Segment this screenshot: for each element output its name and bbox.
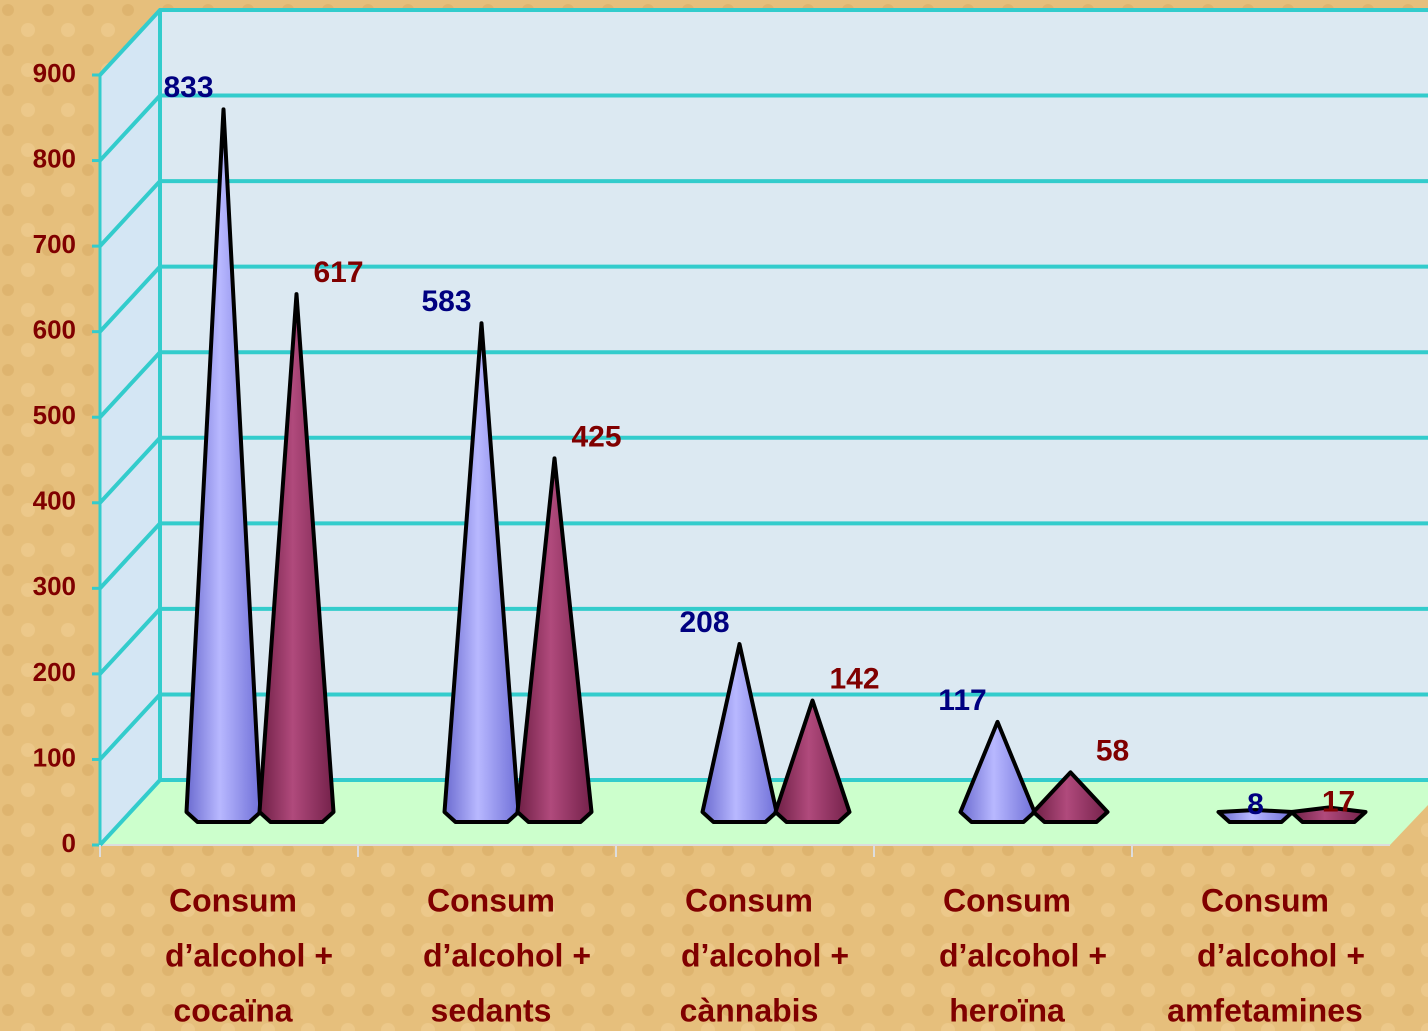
y-tick-label: 300 bbox=[33, 571, 76, 601]
y-tick-label: 600 bbox=[33, 315, 76, 345]
x-tick-label: d’alcohol + bbox=[1197, 937, 1365, 973]
cone bbox=[442, 321, 521, 824]
cone bbox=[700, 642, 779, 824]
cone bbox=[515, 456, 594, 824]
y-tick-label: 800 bbox=[33, 143, 76, 173]
back-wall bbox=[160, 12, 1428, 780]
y-tick-label: 700 bbox=[33, 229, 76, 259]
x-tick-label: cocaïna bbox=[173, 992, 292, 1028]
x-tick-label: amfetamines bbox=[1167, 992, 1363, 1028]
data-label: 617 bbox=[313, 256, 363, 289]
data-label: 425 bbox=[571, 420, 621, 453]
y-tick-label: 100 bbox=[33, 742, 76, 772]
cone bbox=[958, 719, 1037, 824]
y-tick-label: 200 bbox=[33, 657, 76, 687]
cone bbox=[1216, 808, 1295, 824]
x-tick-label: cànnabis bbox=[680, 992, 819, 1028]
x-tick-label: d’alcohol + bbox=[939, 937, 1107, 973]
x-tick-label: Consum bbox=[427, 882, 555, 918]
data-label: 142 bbox=[829, 662, 879, 695]
data-label: 58 bbox=[1096, 734, 1129, 767]
y-tick-label: 900 bbox=[33, 58, 76, 88]
x-tick-label: Consum bbox=[169, 882, 297, 918]
x-tick-label: d’alcohol + bbox=[165, 937, 333, 973]
data-label: 117 bbox=[938, 684, 986, 717]
cone bbox=[257, 292, 336, 824]
cone bbox=[1031, 770, 1110, 824]
data-label: 8 bbox=[1247, 788, 1264, 821]
x-tick-label: d’alcohol + bbox=[423, 937, 591, 973]
x-tick-label: d’alcohol + bbox=[681, 937, 849, 973]
cone bbox=[773, 698, 852, 824]
cone bbox=[1289, 805, 1368, 824]
data-label: 583 bbox=[421, 285, 471, 318]
x-tick-label: heroïna bbox=[949, 992, 1065, 1028]
y-tick-label: 500 bbox=[33, 400, 76, 430]
data-label: 833 bbox=[163, 71, 213, 104]
cone bbox=[184, 107, 263, 824]
data-label: 208 bbox=[679, 606, 729, 639]
side-wall bbox=[100, 12, 160, 845]
x-tick-label: Consum bbox=[685, 882, 813, 918]
data-label: 17 bbox=[1322, 785, 1355, 818]
y-tick-label: 400 bbox=[33, 486, 76, 516]
y-tick-label: 0 bbox=[62, 828, 76, 858]
x-tick-label: sedants bbox=[431, 992, 552, 1028]
x-tick-label: Consum bbox=[1201, 882, 1329, 918]
x-tick-label: Consum bbox=[943, 882, 1071, 918]
